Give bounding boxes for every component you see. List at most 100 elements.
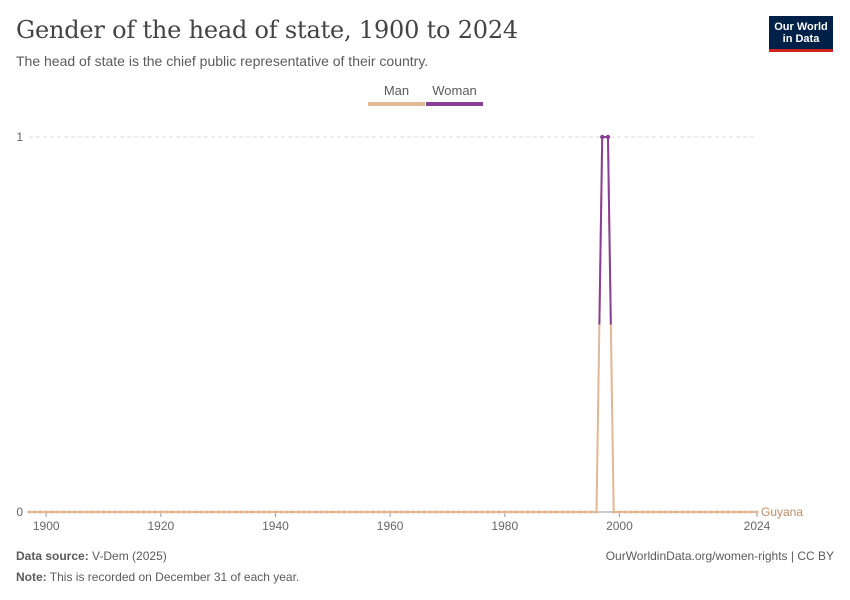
point-man	[680, 510, 685, 514]
point-man	[101, 510, 106, 514]
legend-item-man[interactable]: Man	[368, 83, 425, 106]
point-man	[669, 510, 673, 514]
point-man	[686, 510, 690, 514]
point-man	[629, 510, 633, 514]
point-man	[388, 510, 392, 514]
x-tick-label: 2000	[606, 519, 633, 533]
point-man	[560, 510, 564, 514]
point-man	[268, 510, 272, 514]
point-man	[44, 510, 48, 514]
point-man	[468, 510, 472, 514]
point-man	[480, 510, 484, 514]
point-man	[38, 510, 43, 514]
point-man	[27, 510, 31, 514]
owid-logo[interactable]: Our World in Data	[769, 16, 833, 52]
legend-item-woman[interactable]: Woman	[426, 83, 483, 106]
point-man	[371, 510, 375, 514]
point-man	[692, 510, 696, 514]
point-man	[434, 510, 438, 514]
source-value[interactable]: V-Dem (2025)	[92, 549, 167, 563]
point-man	[273, 510, 278, 514]
point-man	[526, 510, 530, 514]
point-man	[73, 510, 77, 514]
point-man	[577, 510, 581, 514]
x-tick-label: 1920	[147, 519, 174, 533]
point-man	[594, 510, 599, 514]
series-line-man	[29, 136, 757, 513]
point-man	[245, 510, 249, 514]
point-man	[342, 510, 346, 514]
point-man	[130, 510, 134, 514]
point-man	[164, 510, 169, 514]
point-man	[451, 510, 455, 514]
logo-line-2: in Data	[782, 33, 820, 45]
x-tick-label: 1980	[491, 519, 518, 533]
point-man	[182, 510, 186, 514]
point-man	[228, 510, 232, 514]
point-man	[124, 510, 129, 514]
point-man	[635, 510, 639, 514]
point-man	[405, 510, 409, 514]
point-man	[508, 510, 513, 514]
point-man	[709, 510, 713, 514]
point-man	[474, 510, 478, 514]
point-man	[61, 510, 65, 514]
point-man	[170, 510, 174, 514]
point-man	[354, 510, 358, 514]
point-man	[698, 510, 702, 514]
x-tick-label: 1900	[33, 519, 60, 533]
chart-subtitle: The head of state is the chief public re…	[16, 53, 429, 69]
point-man	[675, 510, 679, 514]
point-man	[285, 510, 289, 514]
point-man	[262, 510, 266, 514]
point-man	[348, 510, 352, 514]
point-man	[187, 510, 192, 514]
point-man	[566, 510, 570, 514]
point-man	[50, 510, 54, 514]
point-man	[250, 510, 255, 514]
point-man	[514, 510, 518, 514]
x-tick-label: 1940	[262, 519, 289, 533]
point-man	[612, 510, 616, 514]
license-link[interactable]: OurWorldinData.org/women-rights | CC BY	[605, 549, 834, 563]
point-man	[399, 510, 404, 514]
point-man	[56, 510, 60, 514]
point-man	[216, 510, 220, 514]
note-value: This is recorded on December 31 of each …	[49, 570, 300, 584]
point-man	[440, 510, 444, 514]
point-man	[377, 510, 381, 514]
point-man	[193, 510, 197, 514]
point-man	[543, 510, 547, 514]
point-man	[652, 510, 656, 514]
point-man	[176, 510, 180, 514]
point-man	[531, 510, 536, 514]
point-man	[239, 510, 243, 514]
point-man	[308, 510, 312, 514]
point-man	[583, 510, 587, 514]
data-source: Data source: V-Dem (2025)	[16, 549, 167, 563]
point-man	[457, 510, 461, 514]
point-man	[428, 510, 432, 514]
source-label: Data source:	[16, 549, 89, 563]
point-man	[549, 510, 553, 514]
point-man	[142, 510, 146, 514]
point-man	[617, 510, 622, 514]
point-man	[291, 510, 295, 514]
point-man	[233, 510, 237, 514]
point-man	[113, 510, 117, 514]
point-man	[78, 510, 83, 514]
point-man	[33, 510, 37, 514]
point-man	[159, 510, 163, 514]
point-man	[119, 510, 123, 514]
point-man	[715, 510, 719, 514]
entity-label-guyana: Guyana	[761, 505, 803, 519]
point-man	[726, 510, 730, 514]
point-man	[302, 510, 306, 514]
point-man	[503, 510, 507, 514]
point-man	[84, 510, 88, 514]
point-man	[749, 510, 753, 514]
point-man	[640, 510, 644, 514]
note-label: Note:	[16, 570, 47, 584]
point-man	[623, 510, 627, 514]
